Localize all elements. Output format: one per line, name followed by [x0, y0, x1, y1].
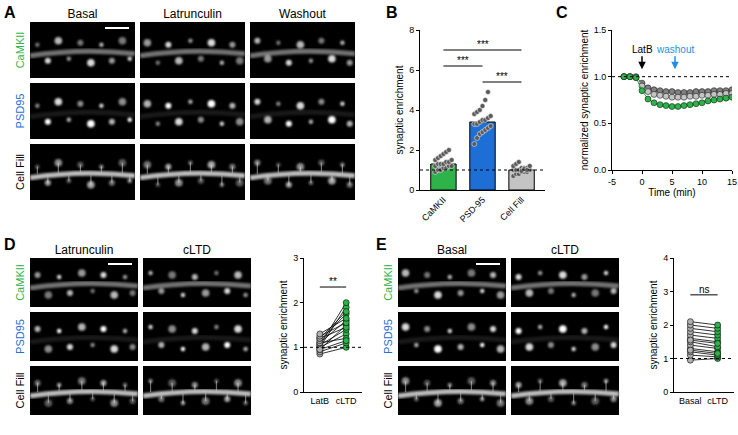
svg-text:**: **	[329, 276, 337, 287]
svg-text:C: C	[556, 4, 568, 21]
svg-text:3: 3	[663, 287, 668, 297]
svg-text:CaMKII: CaMKII	[14, 32, 26, 69]
svg-text:PSD95: PSD95	[14, 319, 26, 354]
svg-text:5: 5	[669, 177, 674, 187]
svg-text:8: 8	[409, 25, 414, 35]
svg-text:PSD-95: PSD-95	[458, 195, 487, 224]
svg-text:2: 2	[409, 145, 414, 155]
svg-text:synaptic enrichment: synaptic enrichment	[278, 280, 289, 369]
svg-text:4: 4	[663, 253, 668, 263]
svg-text:1: 1	[293, 342, 298, 352]
svg-text:1.5: 1.5	[594, 25, 607, 35]
svg-text:cLTD: cLTD	[551, 243, 579, 257]
svg-text:E: E	[376, 236, 387, 253]
svg-text:Latrunculin: Latrunculin	[55, 243, 114, 257]
svg-text:6: 6	[409, 65, 414, 75]
svg-text:washout: washout	[656, 44, 694, 55]
svg-text:0.5: 0.5	[594, 118, 607, 128]
svg-text:B: B	[386, 4, 398, 21]
svg-text:A: A	[4, 4, 16, 21]
svg-text:Washout: Washout	[279, 7, 327, 21]
svg-text:synaptic enrichment: synaptic enrichment	[648, 280, 659, 369]
svg-text:0: 0	[663, 387, 668, 397]
svg-text:Basal: Basal	[679, 396, 702, 406]
svg-text:cLTD: cLTD	[336, 396, 357, 406]
svg-text:1: 1	[663, 354, 668, 364]
svg-text:cLTD: cLTD	[707, 396, 728, 406]
svg-text:PSD95: PSD95	[382, 319, 394, 354]
svg-text:Basal: Basal	[67, 7, 97, 21]
svg-text:Cell Fill: Cell Fill	[382, 372, 394, 408]
svg-text:cLTD: cLTD	[183, 243, 211, 257]
svg-text:LatB: LatB	[311, 396, 330, 406]
svg-text:4: 4	[409, 105, 414, 115]
svg-text:15: 15	[727, 177, 737, 187]
svg-text:-5: -5	[608, 177, 616, 187]
svg-text:normalized synaptic enrichment: normalized synaptic enrichment	[579, 29, 590, 170]
svg-text:10: 10	[697, 177, 707, 187]
svg-text:Cell Fill: Cell Fill	[14, 154, 26, 190]
svg-text:0.0: 0.0	[594, 165, 607, 175]
svg-text:Cell Fill: Cell Fill	[498, 195, 526, 223]
svg-text:0: 0	[639, 177, 644, 187]
svg-text:3: 3	[293, 253, 298, 263]
svg-text:***: ***	[477, 39, 489, 50]
svg-text:Latrunculin: Latrunculin	[163, 7, 222, 21]
svg-text:D: D	[4, 236, 16, 253]
svg-text:CaMKII: CaMKII	[420, 195, 448, 223]
svg-text:synaptic enrichment: synaptic enrichment	[394, 65, 405, 154]
svg-text:PSD95: PSD95	[14, 94, 26, 129]
svg-text:LatB: LatB	[632, 44, 653, 55]
svg-text:Basal: Basal	[437, 243, 467, 257]
svg-text:***: ***	[457, 55, 469, 66]
svg-text:0: 0	[293, 387, 298, 397]
svg-text:Time (min): Time (min)	[648, 187, 695, 198]
svg-text:2: 2	[293, 298, 298, 308]
svg-text:1.0: 1.0	[594, 72, 607, 82]
svg-text:CaMKII: CaMKII	[14, 264, 26, 301]
svg-text:Cell Fill: Cell Fill	[14, 372, 26, 408]
svg-text:***: ***	[496, 71, 508, 82]
svg-text:2: 2	[663, 320, 668, 330]
svg-text:ns: ns	[699, 284, 710, 295]
svg-text:0: 0	[409, 185, 414, 195]
svg-text:CaMKII: CaMKII	[382, 264, 394, 301]
